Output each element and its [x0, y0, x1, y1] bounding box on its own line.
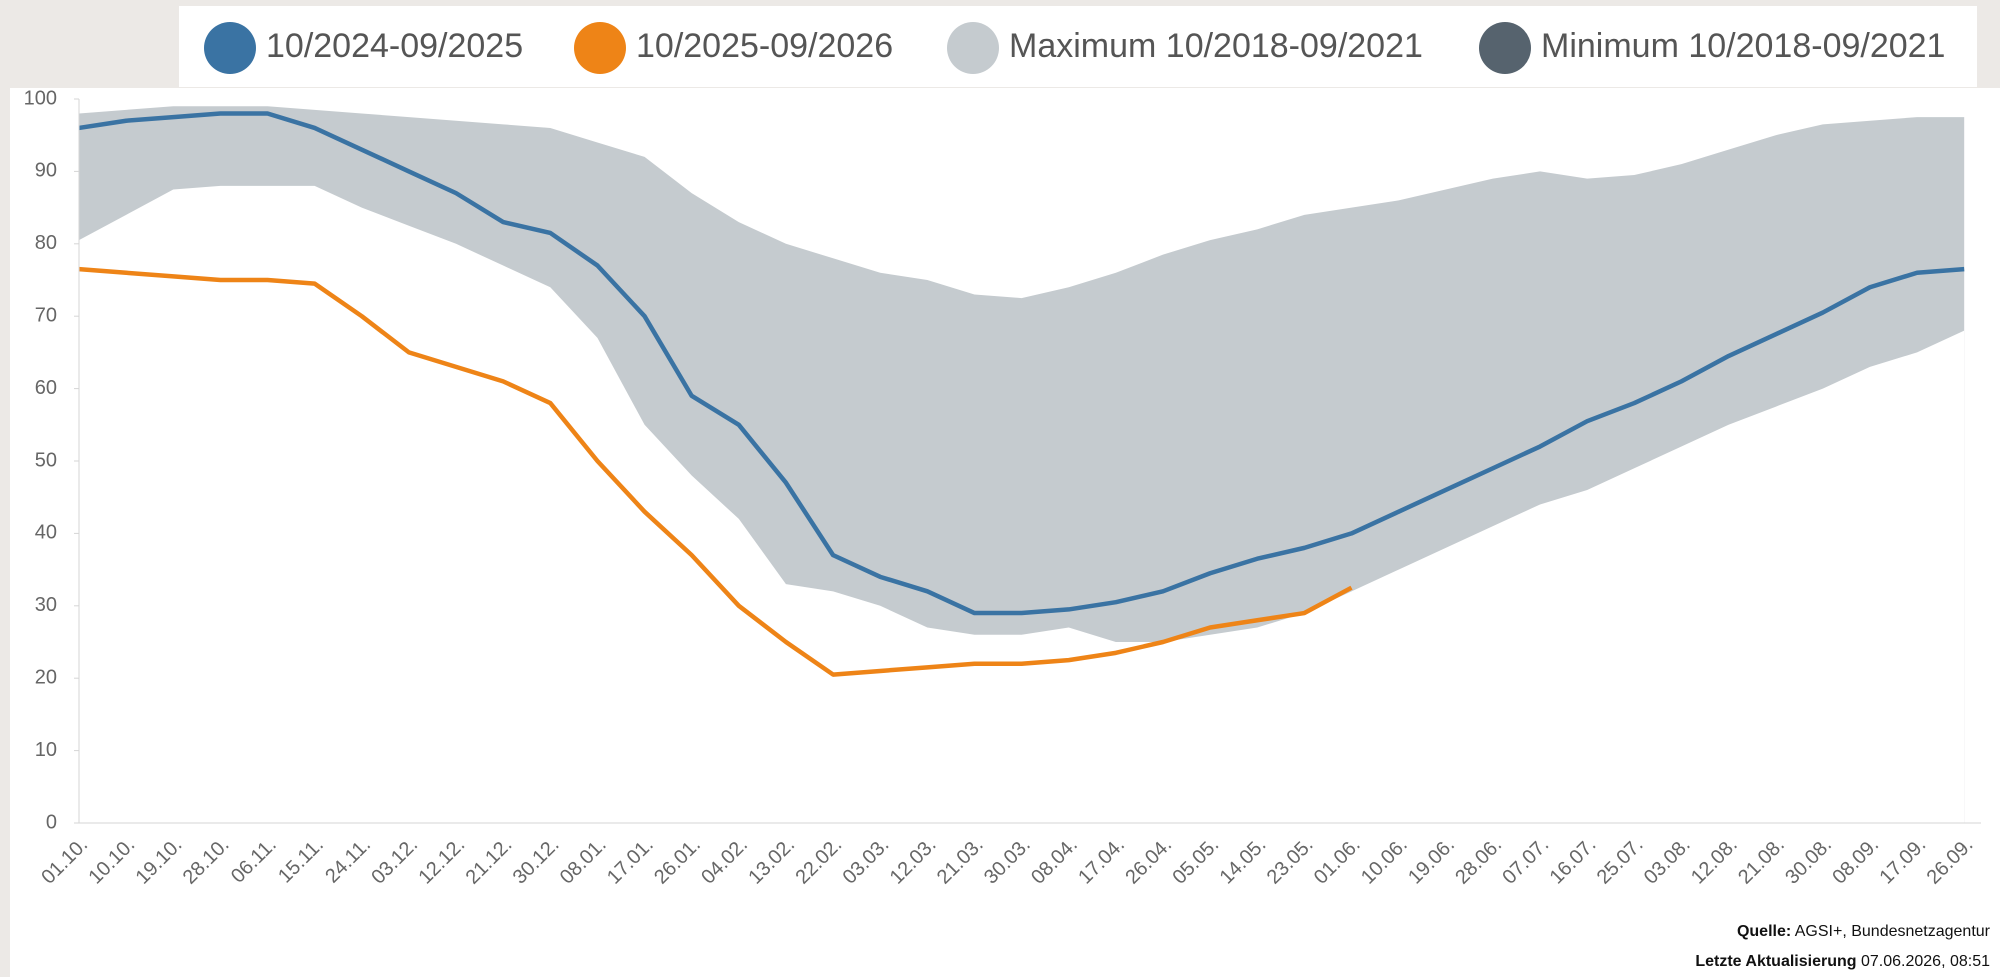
legend-label: Minimum 10/2018-09/2021 — [1541, 27, 1945, 65]
y-tick-label: 70 — [35, 304, 57, 326]
y-tick-label: 30 — [35, 594, 57, 616]
legend-swatch — [204, 22, 256, 74]
y-tick-label: 10 — [35, 739, 57, 761]
range-area — [79, 185, 1965, 823]
series-line — [78, 266, 1353, 677]
y-tick-label: 50 — [35, 449, 57, 471]
legend-swatch — [574, 22, 626, 74]
legend-label: Maximum 10/2018-09/2021 — [1009, 27, 1423, 65]
legend-box — [179, 6, 1977, 87]
y-tick-label: 90 — [35, 160, 57, 182]
y-tick-label: 80 — [35, 232, 57, 254]
y-tick-label: 60 — [35, 377, 57, 399]
updated: Letzte Aktualisierung 07.06.2026, 08:51 — [1695, 953, 1990, 970]
source-label: Quelle: — [1737, 923, 1791, 940]
legend-label: 10/2024-09/2025 — [266, 27, 523, 65]
source-text: AGSI+, Bundesnetzagentur — [1795, 923, 1991, 940]
y-tick-label: 100 — [24, 87, 57, 109]
legend-swatch — [947, 22, 999, 74]
y-tick-label: 20 — [35, 666, 57, 688]
legend-label: 10/2025-09/2026 — [636, 27, 893, 65]
legend-swatch — [1479, 22, 1531, 74]
series-line — [78, 111, 1965, 616]
updated-text: 07.06.2026, 08:51 — [1861, 953, 1990, 970]
source: Quelle: AGSI+, Bundesnetzagentur — [1737, 923, 1991, 940]
y-tick-label: 0 — [46, 811, 57, 833]
updated-label: Letzte Aktualisierung — [1695, 953, 1856, 970]
y-tick-label: 40 — [35, 522, 57, 544]
